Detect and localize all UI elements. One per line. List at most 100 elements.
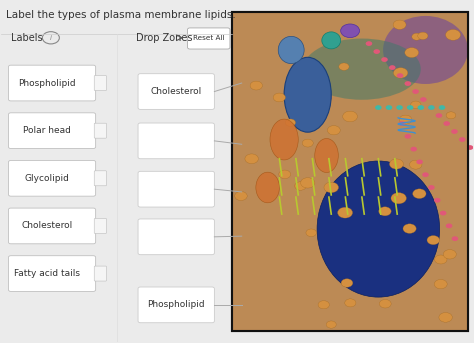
Circle shape	[403, 224, 416, 233]
Text: Phospholipid: Phospholipid	[18, 79, 76, 87]
Text: Cholesterol: Cholesterol	[22, 222, 73, 230]
Circle shape	[328, 126, 340, 135]
Circle shape	[428, 185, 435, 190]
Circle shape	[412, 89, 419, 94]
Circle shape	[386, 105, 392, 110]
Circle shape	[435, 255, 447, 264]
FancyBboxPatch shape	[94, 75, 107, 91]
Circle shape	[410, 147, 417, 152]
Circle shape	[391, 193, 406, 204]
Circle shape	[412, 33, 421, 40]
Circle shape	[416, 159, 423, 164]
FancyBboxPatch shape	[138, 287, 214, 323]
Circle shape	[375, 105, 382, 110]
Circle shape	[410, 101, 421, 108]
Circle shape	[404, 81, 411, 86]
Text: i: i	[50, 35, 52, 41]
Circle shape	[301, 178, 315, 188]
Ellipse shape	[317, 161, 439, 297]
Circle shape	[410, 160, 422, 169]
Circle shape	[443, 121, 450, 126]
Circle shape	[393, 20, 406, 29]
Circle shape	[245, 154, 258, 164]
FancyBboxPatch shape	[138, 172, 214, 207]
Text: Glycolipid: Glycolipid	[25, 174, 70, 183]
FancyBboxPatch shape	[9, 65, 96, 101]
Text: Cholesterol: Cholesterol	[151, 87, 202, 96]
Circle shape	[459, 137, 465, 142]
Text: Phospholipid: Phospholipid	[147, 300, 205, 309]
FancyBboxPatch shape	[9, 256, 96, 292]
FancyBboxPatch shape	[138, 123, 214, 159]
Text: Fatty acid tails: Fatty acid tails	[14, 269, 80, 278]
Circle shape	[273, 93, 285, 102]
Ellipse shape	[383, 16, 468, 84]
Bar	[232, 12, 468, 331]
Circle shape	[399, 115, 412, 124]
Circle shape	[420, 97, 427, 102]
Circle shape	[341, 24, 359, 38]
Circle shape	[318, 301, 329, 309]
Circle shape	[407, 105, 413, 110]
Circle shape	[405, 48, 419, 58]
FancyBboxPatch shape	[94, 266, 107, 281]
Text: Reset All: Reset All	[193, 35, 225, 41]
Ellipse shape	[256, 172, 279, 203]
Circle shape	[396, 105, 403, 110]
FancyBboxPatch shape	[9, 161, 96, 196]
Circle shape	[345, 299, 356, 307]
Circle shape	[418, 32, 428, 39]
FancyBboxPatch shape	[138, 219, 214, 255]
Text: Label the types of plasma membrane lipids.: Label the types of plasma membrane lipid…	[6, 10, 236, 20]
Bar	[232, 12, 468, 331]
Circle shape	[446, 29, 461, 40]
Circle shape	[337, 207, 353, 218]
Text: Polar head: Polar head	[23, 126, 71, 135]
Ellipse shape	[278, 36, 304, 63]
Ellipse shape	[322, 32, 341, 49]
Text: Drop Zones: Drop Zones	[136, 33, 192, 43]
Circle shape	[451, 129, 458, 134]
Text: Labels: Labels	[11, 33, 43, 43]
FancyBboxPatch shape	[188, 28, 230, 49]
Circle shape	[389, 65, 396, 70]
FancyBboxPatch shape	[9, 208, 96, 244]
Circle shape	[302, 139, 313, 147]
Circle shape	[390, 159, 403, 169]
FancyBboxPatch shape	[94, 171, 107, 186]
Circle shape	[381, 57, 388, 62]
Circle shape	[446, 112, 456, 119]
FancyBboxPatch shape	[9, 113, 96, 149]
Circle shape	[404, 134, 411, 139]
Circle shape	[306, 229, 317, 237]
Circle shape	[339, 63, 349, 70]
Circle shape	[452, 236, 458, 241]
Circle shape	[341, 279, 353, 287]
Circle shape	[434, 280, 447, 289]
Circle shape	[285, 119, 296, 126]
Circle shape	[324, 182, 338, 193]
Circle shape	[379, 207, 391, 216]
Circle shape	[438, 105, 445, 110]
FancyBboxPatch shape	[138, 74, 214, 109]
Circle shape	[440, 211, 447, 215]
Circle shape	[295, 182, 306, 190]
Circle shape	[434, 198, 440, 203]
Circle shape	[418, 105, 424, 110]
Circle shape	[374, 49, 380, 54]
Circle shape	[393, 68, 408, 78]
Circle shape	[413, 189, 426, 199]
Circle shape	[250, 81, 263, 90]
Circle shape	[279, 170, 291, 179]
FancyBboxPatch shape	[94, 123, 107, 138]
Circle shape	[365, 41, 372, 46]
Circle shape	[379, 299, 391, 308]
Circle shape	[439, 312, 452, 322]
Circle shape	[422, 172, 429, 177]
Circle shape	[235, 191, 247, 201]
Circle shape	[436, 113, 442, 118]
Circle shape	[446, 224, 452, 228]
Circle shape	[428, 105, 435, 110]
Circle shape	[399, 121, 405, 126]
Ellipse shape	[303, 38, 421, 100]
